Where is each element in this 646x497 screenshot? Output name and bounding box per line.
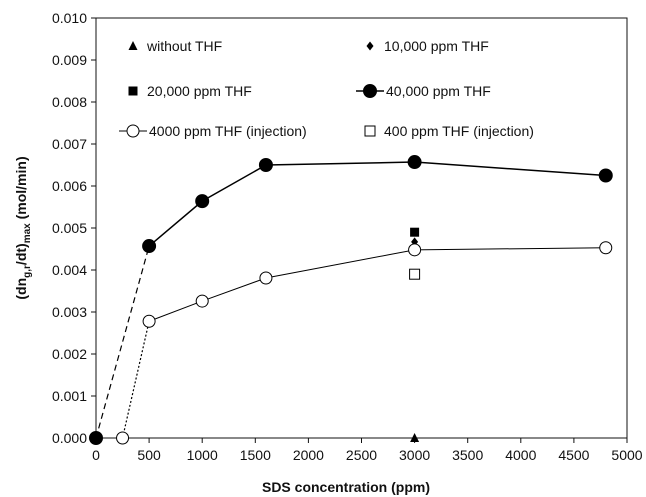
data-point (599, 241, 613, 255)
legend-label: 20,000 ppm THF (147, 83, 252, 99)
x-tick-label: 2000 (293, 447, 324, 463)
y-tick-label: 0.008 (52, 94, 87, 110)
y-axis-title: (dng,r/dt)max (mol/min) (13, 156, 33, 299)
y-axis-title-suffix: (mol/min) (13, 156, 29, 223)
y-tick-label: 0.003 (52, 304, 87, 320)
x-tick-label: 4000 (505, 447, 536, 463)
data-point (407, 155, 422, 170)
plot-area (95, 17, 628, 439)
y-tick-label: 0.002 (52, 346, 87, 362)
legend-marker (126, 124, 140, 138)
y-tick-label: 0.001 (52, 388, 87, 404)
data-point (195, 194, 210, 209)
legend-label: without THF (146, 38, 222, 54)
legend: without THF 10,000 ppm THF 20,000 ppm THF 4… (119, 38, 534, 139)
x-tick-label: 0 (92, 447, 100, 463)
data-point (116, 431, 130, 445)
data-point (195, 294, 209, 308)
legend-label: 40,000 ppm THF (386, 83, 491, 99)
legend-marker (364, 125, 376, 137)
series-lines (95, 161, 606, 439)
y-tick-label: 0.000 (52, 430, 87, 446)
data-point (142, 314, 156, 328)
data-point (598, 168, 613, 183)
y-tick-label: 0.005 (52, 220, 87, 236)
y-axis-title-prefix: (dn (13, 278, 29, 300)
data-point (410, 433, 420, 442)
data-markers (89, 155, 613, 445)
data-point (409, 268, 421, 280)
series-line (148, 161, 606, 247)
series-lead-in-line (95, 245, 150, 439)
y-tick-label: 0.007 (52, 136, 87, 152)
x-tick-label: 1500 (240, 447, 271, 463)
legend-label: 400 ppm THF (injection) (384, 123, 534, 139)
series-lead-in-line (121, 321, 150, 439)
x-tick-label: 1000 (187, 447, 218, 463)
y-tick-label: 0.004 (52, 262, 87, 278)
y-axis-title-sub1: g,r (22, 265, 33, 278)
y-tick-label: 0.009 (52, 52, 87, 68)
x-axis-title: SDS concentration (ppm) (262, 479, 430, 495)
series-line (148, 247, 606, 322)
legend-label: 4000 ppm THF (injection) (149, 123, 307, 139)
x-tick-label: 2500 (346, 447, 377, 463)
y-axis-title-mid: /dt) (13, 243, 29, 265)
y-tick-label: 0.010 (52, 10, 87, 26)
data-point (259, 271, 273, 285)
data-point (410, 227, 420, 237)
x-tick-label: 3000 (399, 447, 430, 463)
data-point (142, 239, 157, 254)
data-point (258, 158, 273, 172)
x-tick-label: 3500 (452, 447, 483, 463)
legend-marker (366, 41, 374, 51)
y-axis-title-sub2: max (22, 223, 33, 243)
legend-marker (128, 41, 138, 50)
legend-marker (128, 86, 138, 96)
data-point (89, 431, 103, 445)
x-tick-label: 4500 (558, 447, 589, 463)
data-point (408, 243, 422, 257)
y-tick-label: 0.006 (52, 178, 87, 194)
legend-label: 10,000 ppm THF (384, 38, 489, 54)
x-tick-label: 5000 (611, 447, 642, 463)
x-axis: 0 500 1000 1500 2000 2500 3000 3500 4000 4500 5000 (92, 438, 643, 463)
plot-border (95, 17, 628, 439)
x-tick-label: 500 (137, 447, 161, 463)
legend-marker (363, 84, 377, 98)
y-axis: 0.000 0.001 0.002 0.003 0.004 0.005 0.006 0.007… (52, 10, 96, 446)
